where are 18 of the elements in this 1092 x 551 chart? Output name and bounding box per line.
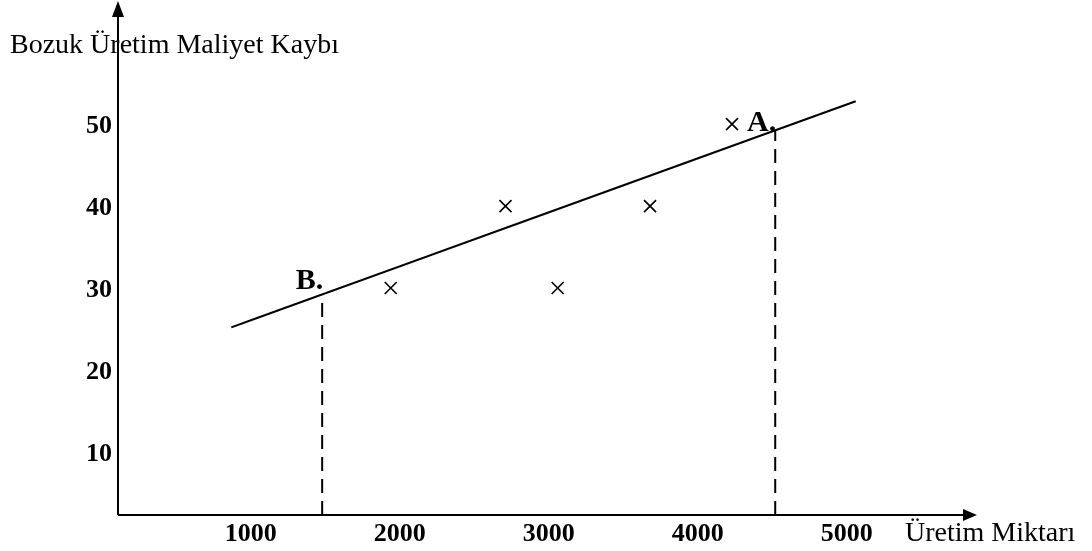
point — [498, 199, 513, 213]
point — [383, 281, 398, 295]
x-tick-label: 4000 — [671, 518, 724, 547]
x-tick-label: 3000 — [522, 518, 575, 547]
x-tick-label: 1000 — [224, 518, 277, 547]
y-tick-label: 20 — [86, 356, 112, 386]
point — [725, 117, 739, 131]
y-tick-label: 30 — [86, 274, 112, 304]
y-tick-label: 10 — [86, 438, 112, 468]
y-tick-label: 50 — [86, 110, 112, 140]
x-axis-title: Üretim Miktarı — [905, 516, 1076, 547]
point — [550, 281, 565, 295]
x-tick-label: 2000 — [373, 518, 426, 547]
x-tick-label: 5000 — [820, 518, 873, 547]
y-tick-label: 40 — [86, 192, 112, 222]
annotation: B. — [295, 262, 324, 296]
point — [643, 199, 657, 213]
annotation: A. — [747, 104, 777, 138]
